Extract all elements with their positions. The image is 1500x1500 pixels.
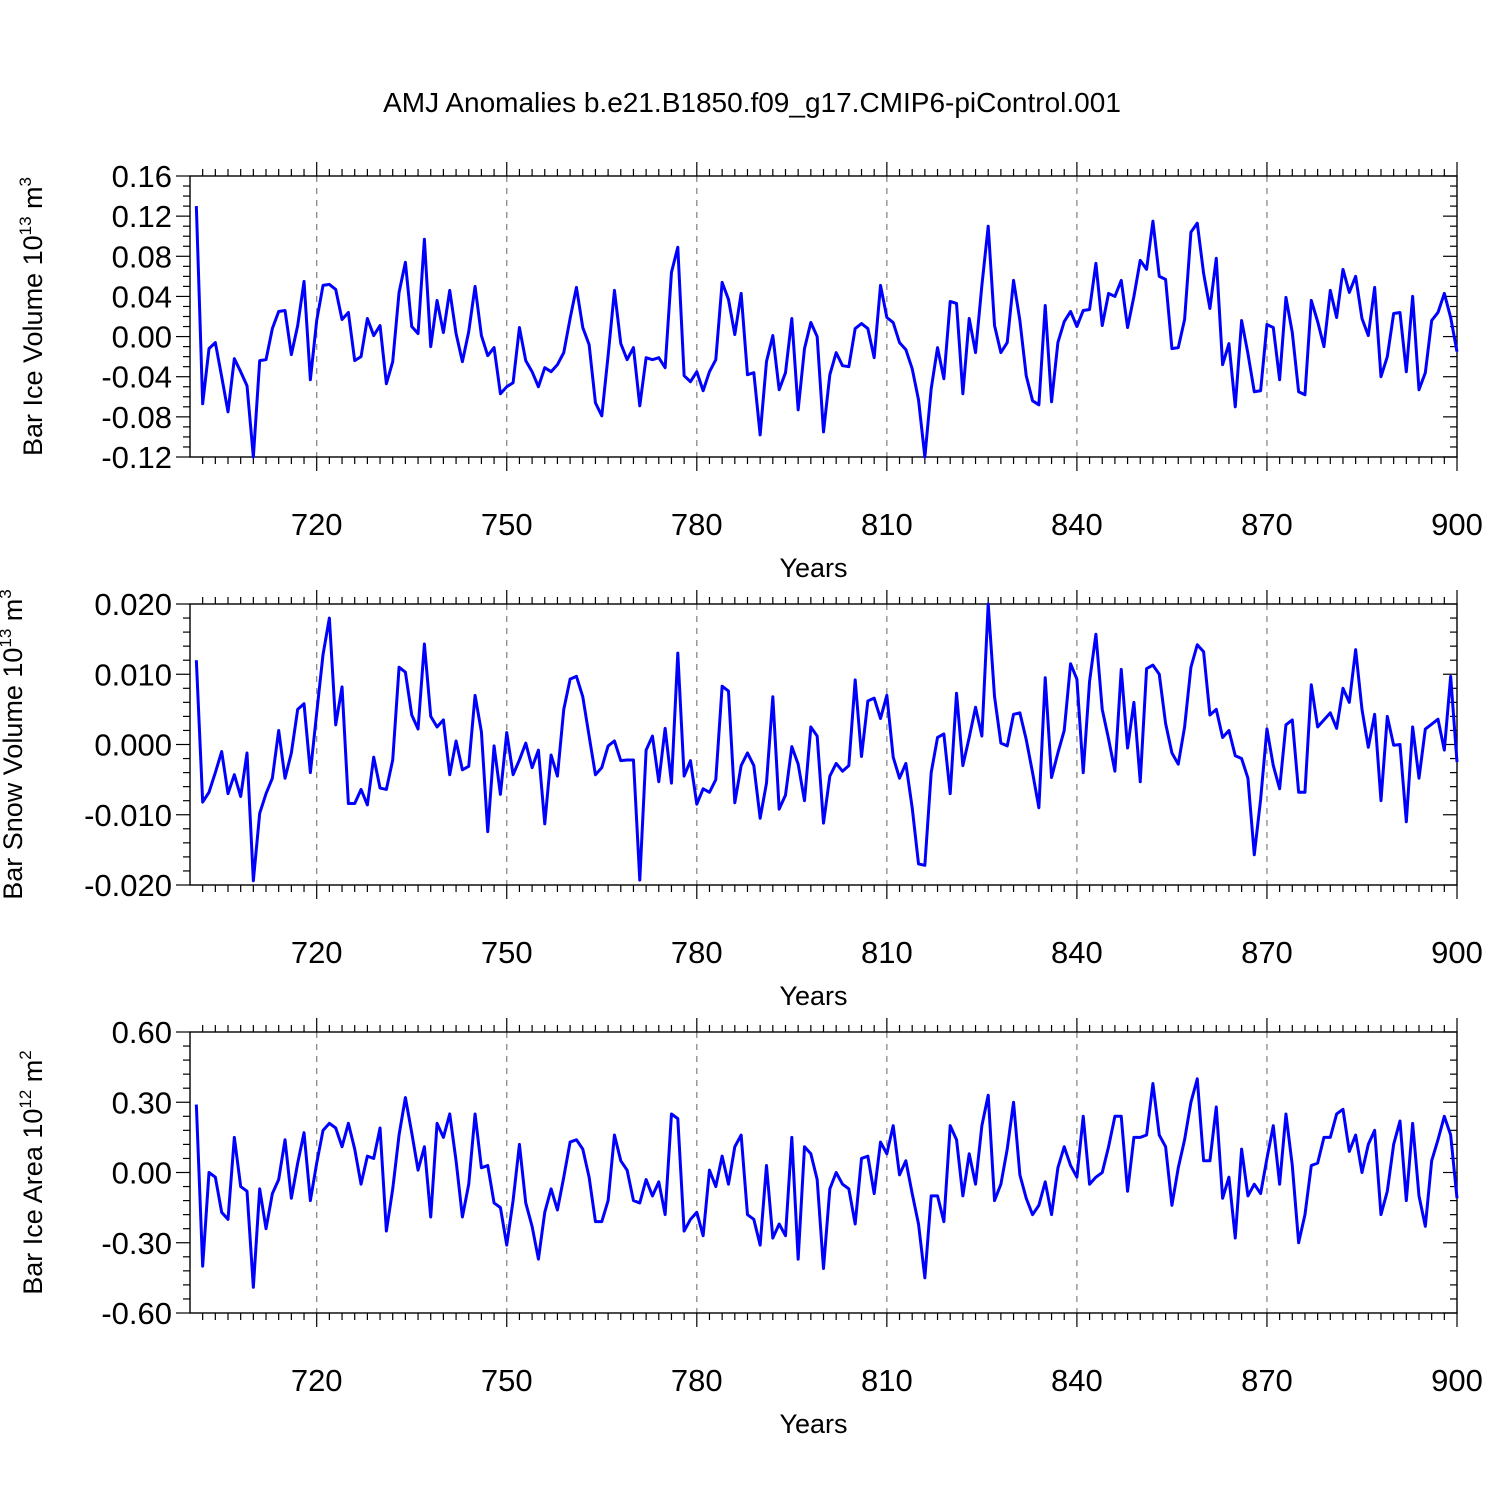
panel-ice-area: 720 750 780 810 840 870 900 0.60 0.30 0.00 -0.30 -0… — [16, 1015, 1483, 1439]
x-tick-label: 870 — [1241, 507, 1293, 542]
y-tick-label: 0.00 — [112, 320, 172, 355]
x-tick-label: 810 — [861, 507, 913, 542]
y-tick-label: -0.08 — [101, 400, 172, 435]
y-tick-label: 0.12 — [112, 199, 172, 234]
x-tick-label: 810 — [861, 935, 913, 970]
y-axis-title: Bar Ice Volume 1013 m3 — [16, 177, 48, 456]
y-axis-title: Bar Ice Area 1012 m2 — [16, 1050, 48, 1295]
x-tick-label: 840 — [1051, 935, 1103, 970]
y-tick-label: -0.60 — [101, 1296, 172, 1331]
y-tick-label: 0.30 — [112, 1085, 172, 1120]
data-series-line — [194, 602, 1459, 883]
x-tick-label: 870 — [1241, 1363, 1293, 1398]
x-tick-label: 780 — [671, 507, 723, 542]
y-axis-title-part: m — [18, 186, 48, 216]
y-axis-title-exponent: 12 — [16, 1090, 35, 1109]
plot-frame — [189, 1031, 1458, 1314]
data-series-line — [194, 1077, 1459, 1289]
y-axis-title: Bar Snow Volume 1013 m3 — [0, 589, 28, 900]
x-tick-label: 750 — [481, 507, 533, 542]
y-tick-label: 0.16 — [112, 159, 172, 194]
y-axis-title-part: m — [0, 599, 28, 629]
y-axis-title-exponent: 3 — [16, 177, 35, 186]
y-tick-label: -0.30 — [101, 1226, 172, 1261]
y-tick-label: -0.04 — [101, 360, 172, 395]
x-axis-title: Years — [779, 981, 847, 1011]
x-tick-label: 840 — [1051, 507, 1103, 542]
x-tick-label: 780 — [671, 935, 723, 970]
y-axis-title-exponent: 13 — [0, 629, 15, 648]
y-tick-label: -0.010 — [84, 798, 172, 833]
y-axis-title-exponent: 13 — [16, 216, 35, 235]
x-tick-label: 900 — [1431, 935, 1483, 970]
y-axis-title-part: Bar Snow Volume 10 — [0, 648, 28, 900]
y-axis-title-part: m — [18, 1060, 48, 1090]
y-axis-title-exponent: 2 — [16, 1050, 35, 1059]
x-axis-title: Years — [779, 1409, 847, 1439]
x-tick-label: 900 — [1431, 507, 1483, 542]
panel-snow-volume: 720 750 780 810 840 870 900 0.020 0.010 0.000 -0.0… — [0, 587, 1483, 1011]
x-axis-title: Years — [779, 553, 847, 583]
panel-ice-volume: 720 750 780 810 840 870 900 0.16 0.12 0.08 0.04 0.0… — [16, 159, 1483, 583]
x-tick-label: 840 — [1051, 1363, 1103, 1398]
y-tick-label: 0.00 — [112, 1156, 172, 1191]
y-axis-title-part: Bar Ice Volume 10 — [18, 235, 48, 456]
y-tick-label: 0.04 — [112, 279, 172, 314]
x-tick-label: 720 — [291, 1363, 343, 1398]
data-series-line — [194, 206, 1459, 459]
x-tick-label: 750 — [481, 1363, 533, 1398]
y-tick-label: 0.020 — [94, 587, 172, 622]
x-tick-label: 780 — [671, 1363, 723, 1398]
chart-title: AMJ Anomalies b.e21.B1850.f09_g17.CMIP6-… — [383, 87, 1121, 118]
y-tick-label: 0.000 — [94, 728, 172, 763]
y-tick-label: -0.12 — [101, 440, 172, 475]
x-tick-label: 720 — [291, 507, 343, 542]
y-tick-label: -0.020 — [84, 868, 172, 903]
x-tick-label: 750 — [481, 935, 533, 970]
y-axis-title-exponent: 3 — [0, 589, 15, 598]
y-tick-label: 0.60 — [112, 1015, 172, 1050]
y-tick-label: 0.08 — [112, 239, 172, 274]
x-tick-label: 810 — [861, 1363, 913, 1398]
x-tick-label: 720 — [291, 935, 343, 970]
y-tick-label: 0.010 — [94, 657, 172, 692]
y-axis-title-part: Bar Ice Area 10 — [18, 1109, 48, 1295]
x-tick-label: 900 — [1431, 1363, 1483, 1398]
x-tick-label: 870 — [1241, 935, 1293, 970]
